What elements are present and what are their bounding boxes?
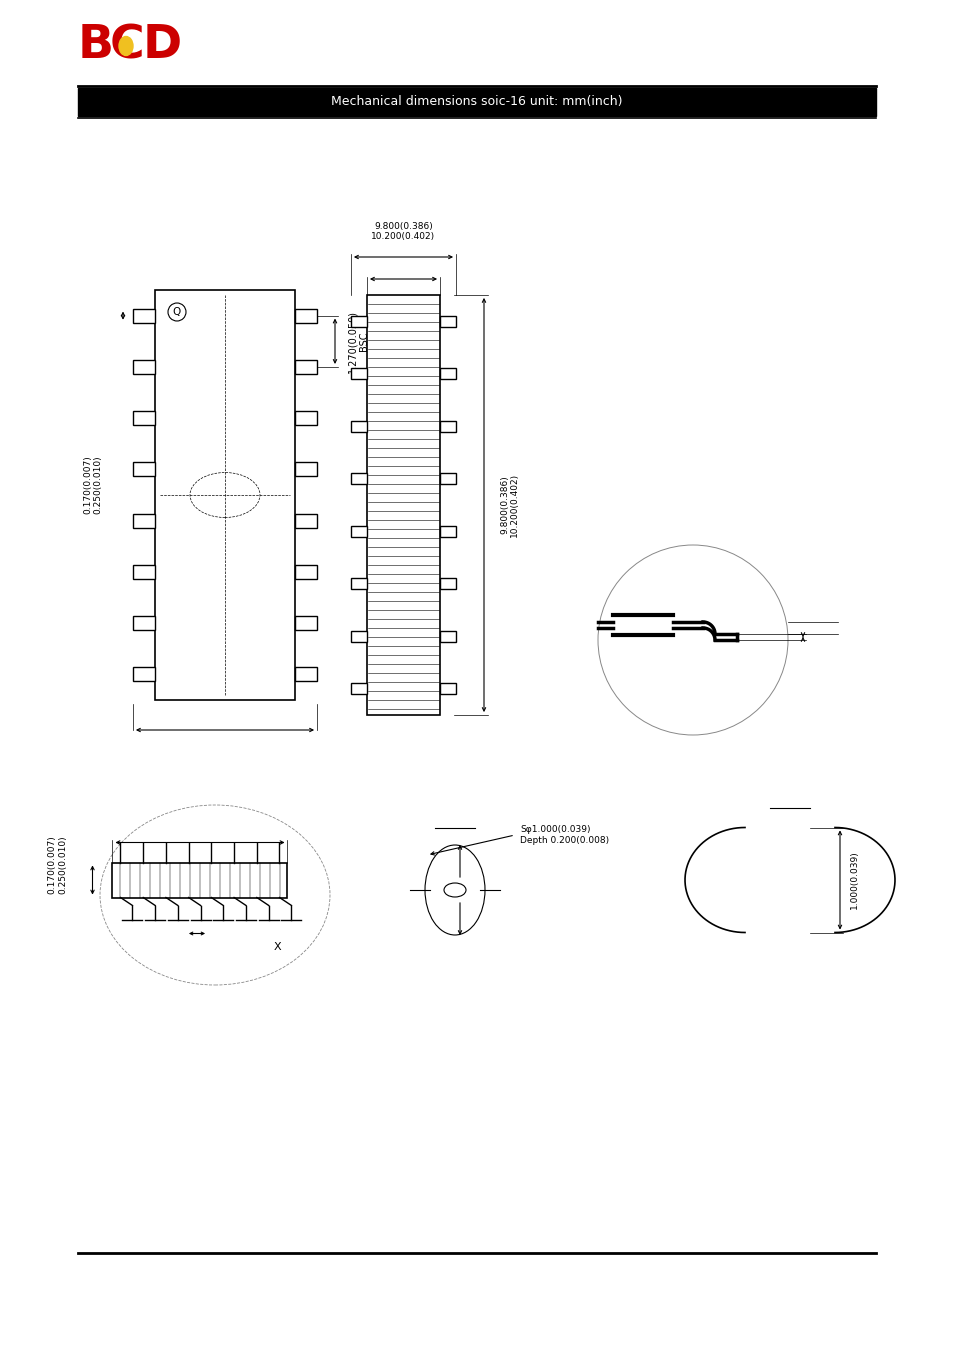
Bar — [132, 308, 154, 323]
Bar — [439, 369, 456, 380]
Bar — [351, 631, 367, 642]
Bar — [294, 411, 316, 426]
Bar — [112, 862, 287, 897]
Bar — [294, 462, 316, 477]
Bar — [351, 684, 367, 694]
Text: 1.270(0.050)
BSC: 1.270(0.050) BSC — [347, 309, 368, 373]
Bar — [132, 667, 154, 681]
Bar — [154, 290, 294, 700]
Text: Mechanical dimensions soic-16 unit: mm(inch): Mechanical dimensions soic-16 unit: mm(i… — [331, 96, 622, 108]
Bar — [294, 616, 316, 630]
Text: B: B — [78, 23, 114, 69]
Text: 0.170(0.007)
0.250(0.010): 0.170(0.007) 0.250(0.010) — [48, 836, 67, 894]
Bar — [351, 526, 367, 536]
Ellipse shape — [443, 884, 465, 897]
Bar — [439, 631, 456, 642]
Bar — [439, 578, 456, 589]
Bar — [439, 684, 456, 694]
Bar — [132, 359, 154, 374]
Text: Q: Q — [172, 307, 181, 317]
Bar — [439, 526, 456, 536]
Bar — [367, 295, 439, 715]
Bar — [294, 565, 316, 578]
Text: D: D — [143, 23, 182, 69]
Text: X: X — [274, 943, 281, 952]
Text: Sφ1.000(0.039)
Depth 0.200(0.008): Sφ1.000(0.039) Depth 0.200(0.008) — [519, 825, 608, 844]
Bar — [132, 411, 154, 426]
Bar — [351, 369, 367, 380]
Ellipse shape — [119, 36, 132, 55]
Circle shape — [168, 303, 186, 322]
Text: 9.800(0.386)
10.200(0.402): 9.800(0.386) 10.200(0.402) — [371, 222, 436, 240]
Bar — [294, 308, 316, 323]
Bar — [439, 420, 456, 432]
Ellipse shape — [424, 844, 484, 935]
Text: 0.170(0.007)
0.250(0.010): 0.170(0.007) 0.250(0.010) — [83, 455, 103, 515]
Bar — [132, 462, 154, 477]
Bar — [132, 616, 154, 630]
Bar — [294, 667, 316, 681]
Bar — [78, 88, 875, 116]
Bar — [439, 473, 456, 484]
Bar — [351, 578, 367, 589]
Bar — [351, 473, 367, 484]
Text: C: C — [110, 23, 145, 69]
Bar — [351, 316, 367, 327]
Bar — [351, 420, 367, 432]
Bar — [294, 359, 316, 374]
Bar — [294, 513, 316, 528]
Bar — [132, 565, 154, 578]
Circle shape — [598, 544, 787, 735]
Text: 9.800(0.386)
10.200(0.402): 9.800(0.386) 10.200(0.402) — [499, 473, 518, 538]
Bar — [439, 316, 456, 327]
Text: 1.000(0.039): 1.000(0.039) — [849, 851, 858, 909]
Bar — [132, 513, 154, 528]
